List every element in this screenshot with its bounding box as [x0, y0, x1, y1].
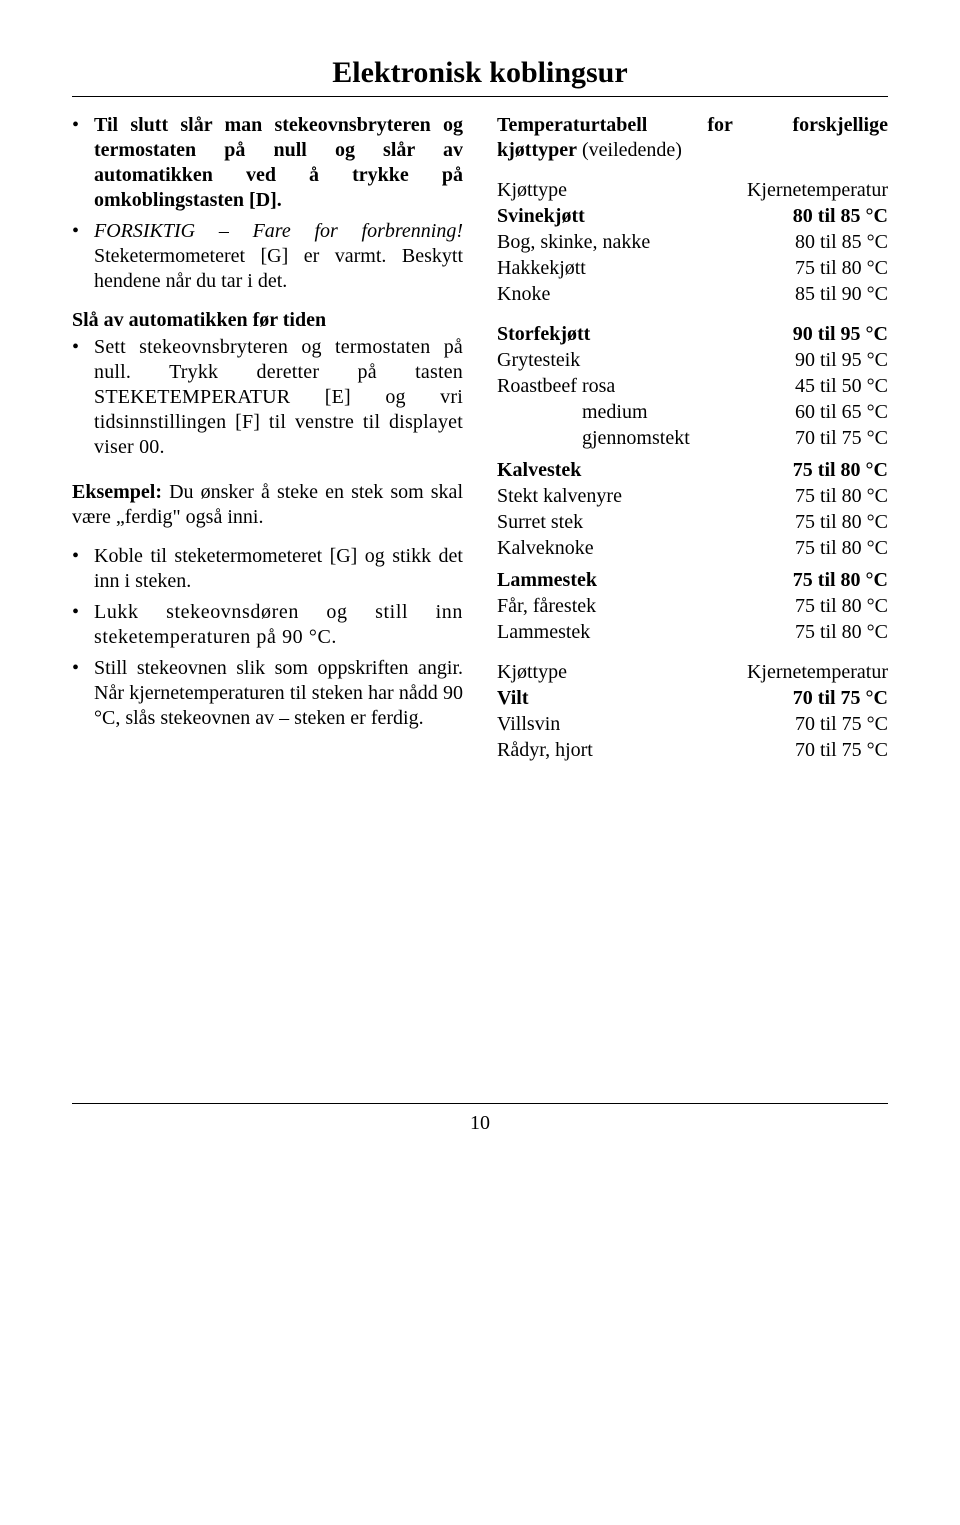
list-text: Koble til steketermometeret [G] og stikk…: [94, 544, 463, 594]
cell: Stekt kalvenyre: [497, 483, 622, 509]
title-rule: [72, 96, 888, 97]
cell: 90 til 95 °C: [795, 347, 888, 373]
right-column: Temperaturtabell for forskjellige kjøtty…: [497, 113, 888, 763]
column-header: Kjøttype: [497, 659, 567, 685]
table-row: Roastbeef rosa 45 til 50 °C: [497, 373, 888, 399]
table-row: Vilt 70 til 75 °C: [497, 685, 888, 711]
two-column-layout: • Til slutt slår man stekeovnsbryteren o…: [72, 113, 888, 763]
table-row: Får, fårestek 75 til 80 °C: [497, 593, 888, 619]
cell: medium: [582, 401, 648, 423]
cell: 45 til 50 °C: [795, 373, 888, 399]
cell: 70 til 75 °C: [795, 711, 888, 737]
list-text: Still stekeovnen slik som oppskriften an…: [94, 656, 463, 731]
cell: Villsvin: [497, 711, 560, 737]
cell: Knoke: [497, 281, 550, 307]
table-row: Roastbeef medium60 til 65 °C: [497, 399, 888, 425]
list-item: • Lukk stekeovnsdøren og still inn steke…: [72, 600, 463, 650]
cell: 75 til 80 °C: [795, 593, 888, 619]
cell: 75 til 80 °C: [795, 483, 888, 509]
column-header: Kjernetemperatur: [747, 659, 888, 685]
bullet-dot: •: [72, 335, 94, 460]
column-header: Kjernetemperatur: [747, 177, 888, 203]
table-row: Storfekjøtt 90 til 95 °C: [497, 321, 888, 347]
cell: 90 til 95 °C: [793, 323, 888, 345]
cell: 70 til 75 °C: [795, 737, 888, 763]
cell: 75 til 80 °C: [795, 509, 888, 535]
table-row: Kalveknoke 75 til 80 °C: [497, 535, 888, 561]
table-row: Roastbeef gjennomstekt70 til 75 °C: [497, 425, 888, 451]
list-item: • Sett stekeovnsbryteren og termostaten …: [72, 335, 463, 460]
cell: 85 til 90 °C: [795, 281, 888, 307]
cell: Bog, skinke, nakke: [497, 229, 650, 255]
table-row: Knoke 85 til 90 °C: [497, 281, 888, 307]
list-item: • FORSIKTIG – Fare for forbrenning! Stek…: [72, 219, 463, 294]
cell: 70 til 75 °C: [795, 425, 888, 451]
table-row: Bog, skinke, nakke 80 til 85 °C: [497, 229, 888, 255]
table-heading-line1: Temperaturtabell for forskjellige: [497, 113, 888, 138]
list-item: • Til slutt slår man stekeovnsbryteren o…: [72, 113, 463, 213]
bullet-dot: •: [72, 219, 94, 294]
cell: Svinekjøtt: [497, 205, 585, 227]
cell: 60 til 65 °C: [795, 399, 888, 425]
cell: Kalveknoke: [497, 535, 594, 561]
list-item: • Koble til steketermometeret [G] og sti…: [72, 544, 463, 594]
bullet-dot: •: [72, 544, 94, 594]
cell: Lammestek: [497, 619, 590, 645]
cell: 75 til 80 °C: [795, 619, 888, 645]
cell: 75 til 80 °C: [795, 255, 888, 281]
cell: Vilt: [497, 687, 528, 709]
table-row: Kalvestek 75 til 80 °C: [497, 457, 888, 483]
caution-text: FORSIKTIG – Fare for forbrenning!: [94, 220, 463, 242]
cell: Lammestek: [497, 569, 597, 591]
bullet-dot: •: [72, 113, 94, 213]
table-row: Svinekjøtt 80 til 85 °C: [497, 203, 888, 229]
list-text: Lukk stekeovnsdøren og still inn stekete…: [94, 600, 463, 650]
cell: 70 til 75 °C: [793, 687, 888, 709]
cell: gjennomstekt: [582, 427, 690, 449]
left-column: • Til slutt slår man stekeovnsbryteren o…: [72, 113, 463, 763]
cell: Hakkekjøtt: [497, 255, 586, 281]
example-paragraph: Eksempel: Du ønsker å steke en stek som …: [72, 480, 463, 530]
cell: Storfekjøtt: [497, 323, 590, 345]
cell: Roastbeef rosa: [497, 373, 615, 399]
page: Elektronisk koblingsur • Til slutt slår …: [0, 0, 960, 1175]
page-number: 10: [72, 1112, 888, 1135]
cell: Rådyr, hjort: [497, 737, 593, 763]
list-text: Til slutt slår man stekeovnsbryteren og …: [94, 114, 463, 211]
bullet-dot: •: [72, 600, 94, 650]
table-row: Stekt kalvenyre 75 til 80 °C: [497, 483, 888, 509]
table-row: Hakkekjøtt 75 til 80 °C: [497, 255, 888, 281]
list-text: Steketermometeret [G] er varmt. Beskytt …: [94, 245, 463, 292]
cell: 80 til 85 °C: [795, 229, 888, 255]
subheading: Slå av automatikken før tiden: [72, 308, 463, 333]
page-title: Elektronisk koblingsur: [72, 56, 888, 90]
table-row: Lammestek 75 til 80 °C: [497, 567, 888, 593]
bullet-dot: •: [72, 656, 94, 731]
cell: 75 til 80 °C: [793, 459, 888, 481]
table-row: Kjøttype Kjernetemperatur: [497, 659, 888, 685]
cell: Kalvestek: [497, 459, 581, 481]
column-header: Kjøttype: [497, 177, 567, 203]
footer-rule: [72, 1103, 888, 1104]
table-row: Grytesteik 90 til 95 °C: [497, 347, 888, 373]
cell: 75 til 80 °C: [795, 535, 888, 561]
list-item: • Still stekeovnen slik som oppskriften …: [72, 656, 463, 731]
table-row: Lammestek 75 til 80 °C: [497, 619, 888, 645]
cell: 75 til 80 °C: [793, 569, 888, 591]
cell: Surret stek: [497, 509, 583, 535]
table-heading-line2: kjøttyper (veiledende): [497, 138, 888, 163]
cell: Grytesteik: [497, 347, 580, 373]
table-row: Kjøttype Kjernetemperatur: [497, 177, 888, 203]
cell: 80 til 85 °C: [793, 205, 888, 227]
table-row: Surret stek 75 til 80 °C: [497, 509, 888, 535]
table-row: Villsvin 70 til 75 °C: [497, 711, 888, 737]
table-row: Rådyr, hjort 70 til 75 °C: [497, 737, 888, 763]
cell: Får, fårestek: [497, 593, 596, 619]
list-text: Sett stekeovnsbryteren og termostaten på…: [94, 335, 463, 460]
